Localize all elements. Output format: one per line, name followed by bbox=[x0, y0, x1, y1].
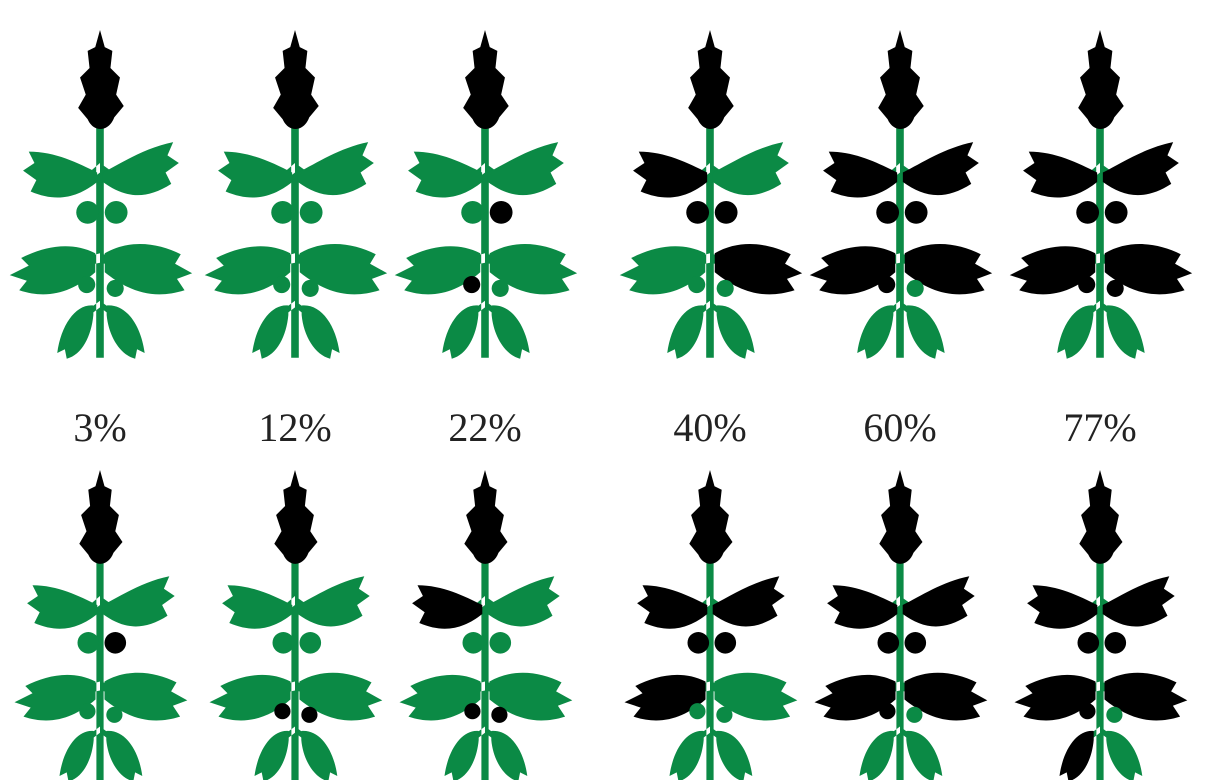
leaf-icon bbox=[814, 470, 988, 780]
leaf-icon bbox=[1009, 30, 1193, 359]
leaf-icon bbox=[399, 470, 573, 780]
severity-label: 3% bbox=[73, 405, 126, 450]
leaf-icon bbox=[1014, 470, 1188, 780]
leaf-icon bbox=[624, 470, 798, 780]
severity-label: 12% bbox=[258, 405, 331, 450]
leaf-icon bbox=[204, 30, 388, 359]
leaf-icon bbox=[9, 30, 193, 359]
labels: 3% 12% 22% 40% 60% 77% bbox=[73, 405, 1136, 450]
leaf-icon bbox=[394, 30, 578, 359]
severity-label: 60% bbox=[863, 405, 936, 450]
leaf-icon bbox=[14, 470, 188, 780]
leaf-icon bbox=[619, 30, 803, 359]
leaf-icon bbox=[209, 470, 383, 780]
severity-label: 22% bbox=[448, 405, 521, 450]
severity-label: 40% bbox=[673, 405, 746, 450]
plants bbox=[9, 30, 1193, 780]
severity-label: 77% bbox=[1063, 405, 1136, 450]
leaf-icon bbox=[809, 30, 993, 359]
